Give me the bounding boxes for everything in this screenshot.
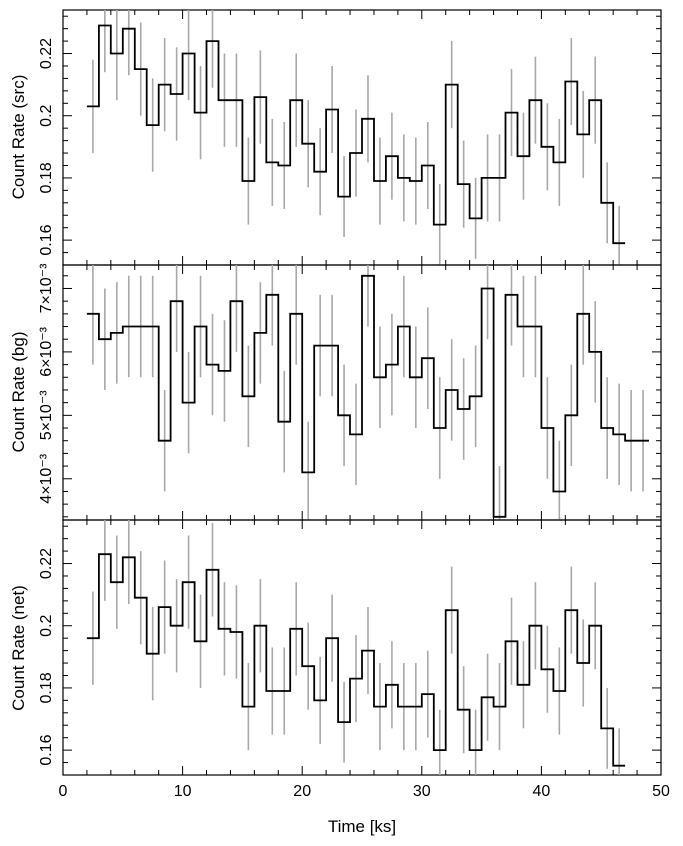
x-tick-label: 30 <box>413 783 431 800</box>
y-tick-label-bg: 7×10⁻³ <box>38 263 55 313</box>
y-tick-label-src: 0.2 <box>38 104 55 126</box>
plot-frame-net <box>62 519 662 776</box>
ylabel-src: Count Rate (src) <box>9 75 28 200</box>
y-tick-label-src: 0.16 <box>38 224 55 255</box>
panel-net: Count Rate (net) 0.16 0.18 0.2 0.22 <box>9 519 662 776</box>
x-tick-label: 50 <box>652 783 670 800</box>
panel-bg: Count Rate (bg) 4×10⁻³ 5×10⁻³ 6×10⁻³ 7×10⁻³ <box>9 263 662 521</box>
x-tick-label: 0 <box>59 783 68 800</box>
x-tick-label: 10 <box>174 783 192 800</box>
y-tick-label-src: 0.22 <box>38 38 55 69</box>
ylabel-bg: Count Rate (bg) <box>9 332 28 453</box>
y-tick-label-bg: 6×10⁻³ <box>38 326 55 376</box>
panel-src: Count Rate (src) 0.16 0.18 0.2 0.22 <box>9 9 662 266</box>
light-curve-src <box>86 24 626 245</box>
y-tick-label-net: 0.18 <box>38 672 55 703</box>
light-curve-net <box>86 553 626 767</box>
ylabel-net: Count Rate (net) <box>9 585 28 711</box>
x-tick-label: 20 <box>293 783 311 800</box>
y-tick-label-bg: 4×10⁻³ <box>38 453 55 503</box>
xlabel: Time [ks] <box>328 817 396 836</box>
light-curve-bg <box>86 274 649 518</box>
y-tick-label-net: 0.22 <box>38 548 55 579</box>
y-tick-label-net: 0.16 <box>38 734 55 765</box>
y-tick-label-src: 0.18 <box>38 162 55 193</box>
x-tick-label: 40 <box>533 783 551 800</box>
y-tick-label-net: 0.2 <box>38 614 55 636</box>
y-tick-label-bg: 5×10⁻³ <box>38 390 55 440</box>
